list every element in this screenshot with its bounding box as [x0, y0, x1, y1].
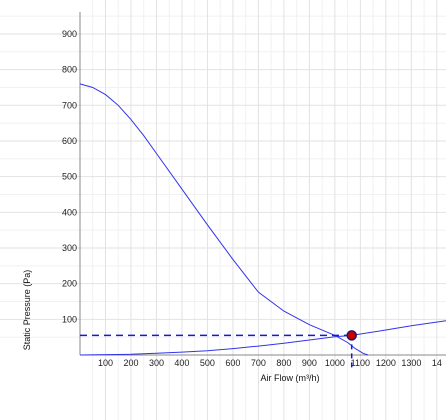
y-tick-label: 300 — [62, 243, 77, 253]
x-tick-label: 300 — [149, 358, 164, 368]
x-tick-label: 900 — [302, 358, 317, 368]
x-tick-label: 600 — [225, 358, 240, 368]
x-axis-title: Air Flow (m³/h) — [261, 373, 320, 383]
series-layer — [80, 84, 446, 355]
y-tick-label: 200 — [62, 279, 77, 289]
y-tick-label: 800 — [62, 65, 77, 75]
y-tick-label: 400 — [62, 207, 77, 217]
y-tick-label: 900 — [62, 29, 77, 39]
y-tick-label: 600 — [62, 136, 77, 146]
y-tick-label: 100 — [62, 314, 77, 324]
x-tick-label: 100 — [98, 358, 113, 368]
axes — [80, 12, 446, 355]
y-tick-labels: 100 200 300 400 500 600 700 800 900 — [62, 29, 77, 324]
x-tick-label: 1100 — [351, 358, 370, 368]
x-tick-label: 700 — [251, 358, 266, 368]
x-tick-label: 400 — [174, 358, 189, 368]
x-tick-label: 800 — [276, 358, 291, 368]
y-axis-title: Static Pressure (Pa) — [22, 270, 32, 351]
x-tick-labels: 100 200 300 400 500 600 700 800 900 1000 1100 1200 1… — [98, 358, 442, 368]
x-tick-label: 1000 — [325, 358, 345, 368]
y-tick-label: 700 — [62, 100, 77, 110]
x-tick-label: 1300 — [401, 358, 421, 368]
system-curve-line — [80, 321, 446, 355]
x-tick-label: 200 — [123, 358, 138, 368]
y-tick-label: 500 — [62, 172, 77, 182]
operating-point-layer — [347, 331, 356, 340]
x-tick-label: 14 — [432, 358, 442, 368]
x-tick-label: 1200 — [376, 358, 396, 368]
operating-point-marker — [347, 331, 356, 340]
x-tick-label: 500 — [200, 358, 215, 368]
fan-curve-line — [80, 84, 368, 355]
